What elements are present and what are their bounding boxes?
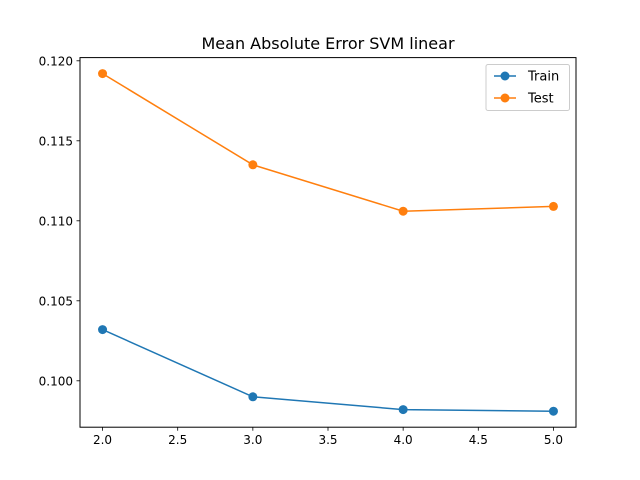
y-tick-label: 0.105	[39, 294, 73, 308]
data-point-test	[398, 206, 408, 216]
series-line-test	[102, 72, 554, 212]
x-tick-label: 2.5	[168, 433, 187, 447]
y-tick-label: 0.110	[39, 214, 73, 228]
y-tick-label: 0.115	[39, 134, 73, 148]
y-tick-label: 0.120	[39, 54, 73, 68]
legend: Train Test	[485, 64, 570, 111]
x-tick-label: 2.0	[93, 433, 112, 447]
x-tick-label: 4.0	[394, 433, 413, 447]
legend-label-test: Test	[527, 92, 554, 107]
data-point-test	[548, 201, 558, 211]
legend-label-train: Train	[527, 70, 559, 85]
legend-marker-test	[500, 93, 510, 103]
axes-frame	[79, 57, 577, 428]
data-point-test	[98, 69, 108, 79]
legend-marker-train	[500, 71, 510, 81]
y-tick-label: 0.100	[39, 374, 73, 388]
data-point-train	[398, 405, 408, 415]
x-tick-label: 4.5	[469, 433, 488, 447]
x-tick-label: 3.0	[243, 433, 262, 447]
plot-area: 2.0 2.5 3.0 3.5 4.0 4.5 5.0 0.100 0.105 0.110 0.11…	[39, 54, 563, 447]
data-point-train	[548, 406, 558, 416]
data-point-train	[248, 392, 258, 402]
x-tick-label: 5.0	[544, 433, 563, 447]
x-tick-label: 3.5	[318, 433, 337, 447]
data-point-train	[98, 325, 108, 335]
series-line-train	[102, 328, 554, 412]
data-point-test	[248, 160, 258, 170]
chart-title: Mean Absolute Error SVM linear	[201, 34, 454, 53]
